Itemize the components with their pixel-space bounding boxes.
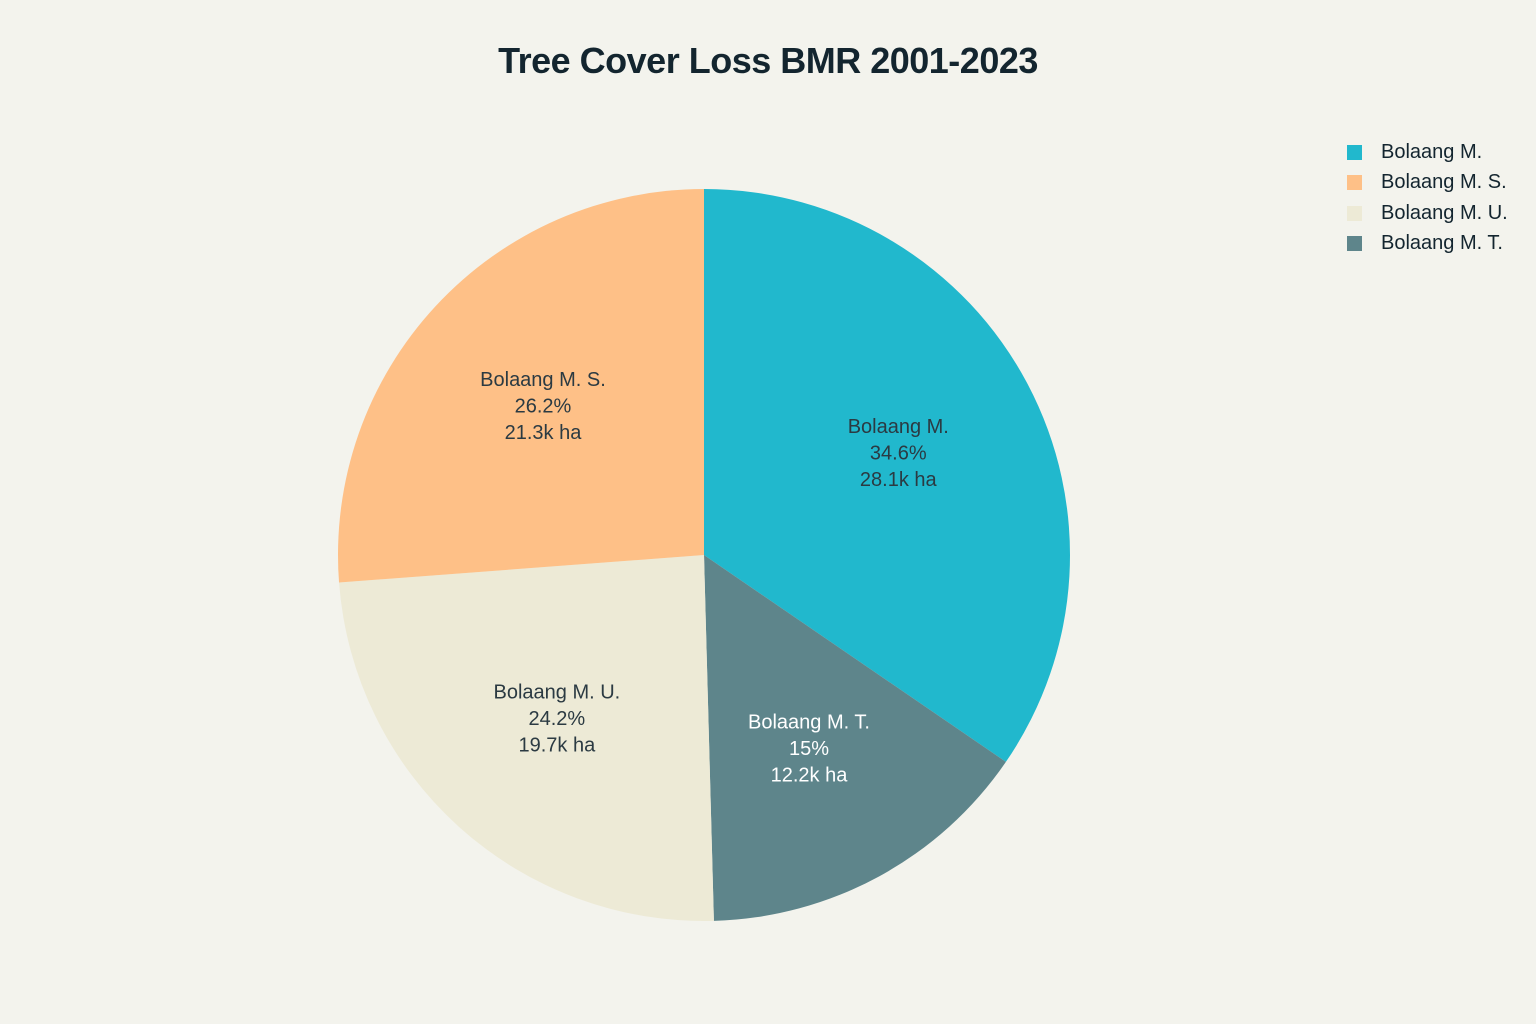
- slice-label-3: Bolaang M. S. 26.2% 21.3k ha: [480, 369, 606, 444]
- legend-label: Bolaang M. S.: [1381, 171, 1507, 194]
- pie-slice-3: [338, 189, 704, 583]
- slice-label-amount: 19.7k ha: [519, 735, 597, 757]
- slice-label-name: Bolaang M. U.: [494, 682, 621, 704]
- legend-label: Bolaang M. U.: [1381, 201, 1508, 224]
- legend-item[interactable]: Bolaang M. T.: [1347, 229, 1508, 260]
- slice-label-percent: 26.2%: [515, 396, 572, 418]
- legend: Bolaang M. Bolaang M. S. Bolaang M. U. Bola…: [1347, 137, 1508, 259]
- slice-label-amount: 21.3k ha: [505, 422, 583, 444]
- slice-label-name: Bolaang M. T.: [748, 711, 870, 733]
- legend-swatch: [1347, 236, 1362, 252]
- slice-label-0: Bolaang M. 34.6% 28.1k ha: [848, 416, 949, 491]
- slice-label-name: Bolaang M. S.: [480, 369, 606, 391]
- legend-swatch: [1347, 144, 1362, 160]
- chart-title: Tree Cover Loss BMR 2001-2023: [498, 40, 1038, 81]
- pie-slices: [338, 189, 1070, 921]
- legend-item[interactable]: Bolaang M. U.: [1347, 198, 1508, 229]
- slice-label-amount: 12.2k ha: [771, 764, 849, 786]
- legend-item[interactable]: Bolaang M. S.: [1347, 168, 1508, 199]
- slice-label-name: Bolaang M.: [848, 416, 949, 438]
- pie-slice-2: [339, 555, 714, 921]
- legend-item[interactable]: Bolaang M.: [1347, 137, 1508, 168]
- legend-swatch: [1347, 205, 1362, 221]
- pie-labels: Bolaang M. 34.6% 28.1k ha Bolaang M. T. 15% 1…: [480, 369, 949, 786]
- legend-label: Bolaang M.: [1381, 140, 1483, 163]
- slice-label-percent: 15%: [789, 738, 829, 760]
- slice-label-1: Bolaang M. T. 15% 12.2k ha: [748, 711, 870, 786]
- legend-label: Bolaang M. T.: [1381, 232, 1503, 255]
- legend-swatch: [1347, 175, 1362, 191]
- slice-label-2: Bolaang M. U. 24.2% 19.7k ha: [494, 682, 621, 757]
- slice-label-percent: 24.2%: [529, 708, 586, 730]
- pie-slice-1: [704, 555, 1006, 921]
- pie-slice-0: [704, 189, 1070, 762]
- slice-label-amount: 28.1k ha: [860, 469, 938, 491]
- slice-label-percent: 34.6%: [870, 443, 927, 465]
